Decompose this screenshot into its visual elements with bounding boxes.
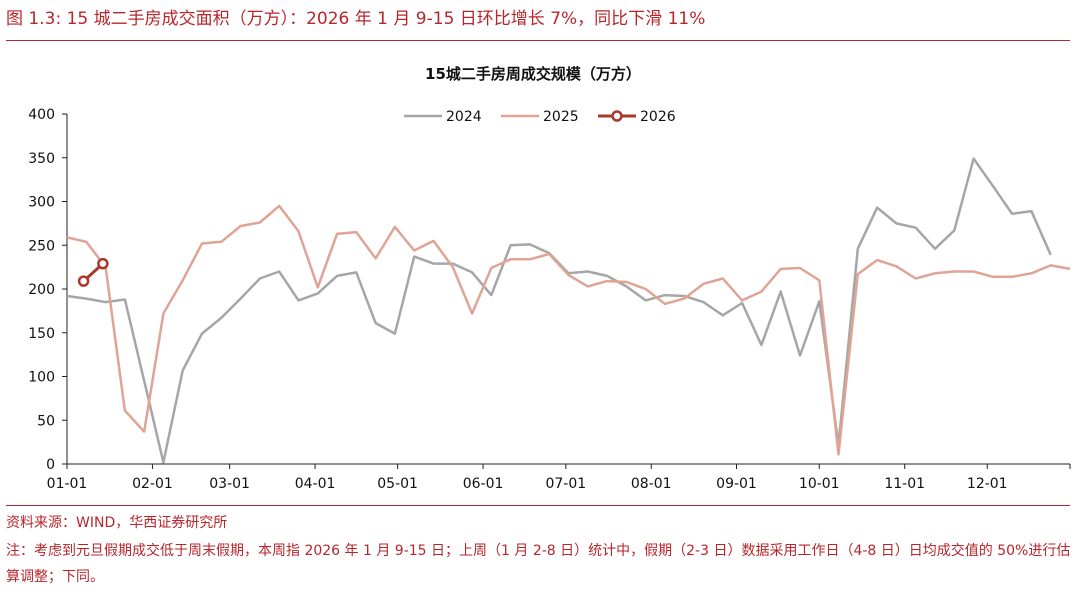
chart-title: 15城二手房周成交规模（万方） — [425, 65, 641, 83]
legend-label-2025: 2025 — [543, 109, 579, 125]
top-divider — [6, 40, 1070, 41]
x-tick-label: 03-01 — [209, 476, 250, 492]
y-tick-label: 250 — [28, 238, 55, 254]
y-tick-label: 350 — [28, 151, 55, 167]
axes: 0 50 100 150 200 250 300 350 400 01-01 02-01 03-01 0… — [28, 107, 1071, 492]
x-tick-label: 06-01 — [463, 476, 504, 492]
x-tick-label: 04-01 — [295, 476, 336, 492]
x-tick-label: 11-01 — [884, 476, 925, 492]
y-tick-label: 400 — [28, 107, 55, 123]
x-tick-label: 08-01 — [631, 476, 672, 492]
y-tick-label: 0 — [46, 457, 55, 473]
series-line-2024 — [66, 157, 1052, 464]
weekly-transaction-chart: 15城二手房周成交规模（万方） 0 50 100 150 200 250 300 350 400… — [28, 65, 1071, 492]
x-tick-label: 07-01 — [545, 476, 586, 492]
x-tick-label: 12-01 — [967, 476, 1008, 492]
y-tick-label: 50 — [37, 413, 55, 429]
y-tick-label: 200 — [28, 282, 55, 298]
legend-marker-2026 — [611, 110, 623, 122]
x-tick-label: 01-01 — [47, 476, 88, 492]
legend: 2024 2025 2026 — [404, 109, 676, 125]
figure-title: 图 1.3: 15 城二手房成交面积（万方）：2026 年 1 月 9-15 日… — [6, 9, 706, 29]
x-tick-label: 05-01 — [377, 476, 418, 492]
x-tick-label: 02-01 — [132, 476, 173, 492]
legend-label-2026: 2026 — [640, 109, 676, 125]
series-line-2025 — [66, 204, 1071, 456]
y-tick-label: 100 — [28, 370, 55, 386]
legend-label-2024: 2024 — [446, 109, 482, 125]
series-lines — [66, 157, 1071, 464]
data-point-2026 — [77, 275, 90, 287]
y-tick-label: 150 — [28, 326, 55, 342]
x-tick-label: 09-01 — [716, 476, 757, 492]
data-point-2026 — [97, 257, 109, 270]
y-tick-label: 300 — [28, 195, 55, 211]
bottom-divider — [6, 505, 1070, 506]
source-text: 资料来源：WIND，华西证券研究所 — [6, 515, 228, 531]
x-tick-label: 10-01 — [799, 476, 840, 492]
note-text: 注：考虑到元旦假期成交低于周末假期，本周指 2026 年 1 月 9-15 日；… — [6, 543, 1071, 585]
